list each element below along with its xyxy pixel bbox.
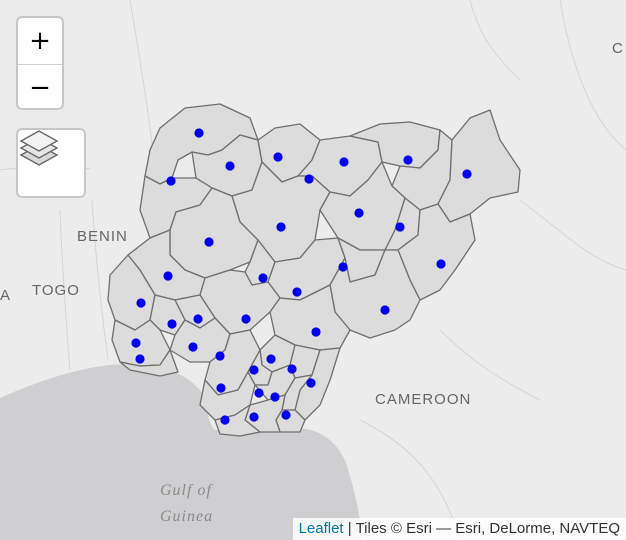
state-marker[interactable] [254, 388, 264, 398]
state-marker[interactable] [258, 273, 268, 283]
state-marker[interactable] [241, 314, 251, 324]
water-labels: Gulf of Guinea [160, 482, 213, 525]
state-marker[interactable] [163, 271, 173, 281]
label-a: A [0, 287, 11, 304]
state-marker[interactable] [273, 152, 283, 162]
state-marker[interactable] [380, 305, 390, 315]
state-marker[interactable] [225, 161, 235, 171]
state-adamawa[interactable] [397, 203, 476, 301]
state-marker[interactable] [306, 378, 316, 388]
label-guinea: Guinea [160, 508, 213, 525]
state-marker[interactable] [249, 412, 259, 422]
state-marker[interactable] [354, 208, 364, 218]
state-bayelsa[interactable] [214, 404, 261, 437]
layers-icon [19, 130, 59, 166]
state-marker[interactable] [270, 392, 280, 402]
label-gulf-of: Gulf of [160, 482, 213, 499]
state-delta[interactable] [199, 371, 256, 421]
state-marker[interactable] [338, 262, 348, 272]
state-marker[interactable] [436, 259, 446, 269]
state-marker[interactable] [281, 410, 291, 420]
state-marker[interactable] [287, 364, 297, 374]
attribution-text: | Tiles © Esri — Esri, DeLorme, NAVTEQ [343, 520, 620, 537]
label-togo: TOGO [32, 282, 80, 299]
state-borno[interactable] [437, 109, 521, 223]
zoom-in-button[interactable]: + [29, 26, 51, 56]
states-layer[interactable] [107, 103, 521, 437]
state-marker[interactable] [462, 169, 472, 179]
zoom-control: + − [16, 16, 64, 110]
state-marker[interactable] [266, 354, 276, 364]
label-cameroon: CAMEROON [375, 391, 471, 408]
state-marker[interactable] [220, 415, 230, 425]
layers-control-button[interactable] [16, 128, 86, 198]
state-marker[interactable] [216, 383, 226, 393]
state-marker[interactable] [339, 157, 349, 167]
state-marker[interactable] [292, 287, 302, 297]
state-marker[interactable] [304, 174, 314, 184]
state-marker[interactable] [136, 298, 146, 308]
state-marker[interactable] [395, 222, 405, 232]
state-marker[interactable] [276, 222, 286, 232]
zoom-out-button[interactable]: − [18, 64, 62, 108]
label-benin: BENIN [77, 228, 128, 245]
map-labels: BENIN TOGO A CAMEROON C [0, 40, 624, 408]
attribution: Leaflet | Tiles © Esri — Esri, DeLorme, … [292, 518, 626, 540]
state-marker[interactable] [166, 176, 176, 186]
state-marker[interactable] [188, 342, 198, 352]
state-marker[interactable] [204, 237, 214, 247]
state-marker[interactable] [215, 351, 225, 361]
gulf-of-guinea [0, 364, 362, 540]
markers-layer[interactable] [131, 128, 472, 425]
label-c: C [612, 40, 624, 57]
state-marker[interactable] [249, 365, 259, 375]
state-marker[interactable] [194, 128, 204, 138]
state-marker[interactable] [135, 354, 145, 364]
state-lagos[interactable] [119, 349, 179, 377]
state-marker[interactable] [403, 155, 413, 165]
leaflet-link[interactable]: Leaflet [298, 520, 344, 537]
state-marker[interactable] [131, 338, 141, 348]
state-marker[interactable] [193, 314, 203, 324]
state-marker[interactable] [167, 319, 177, 329]
state-marker[interactable] [311, 327, 321, 337]
